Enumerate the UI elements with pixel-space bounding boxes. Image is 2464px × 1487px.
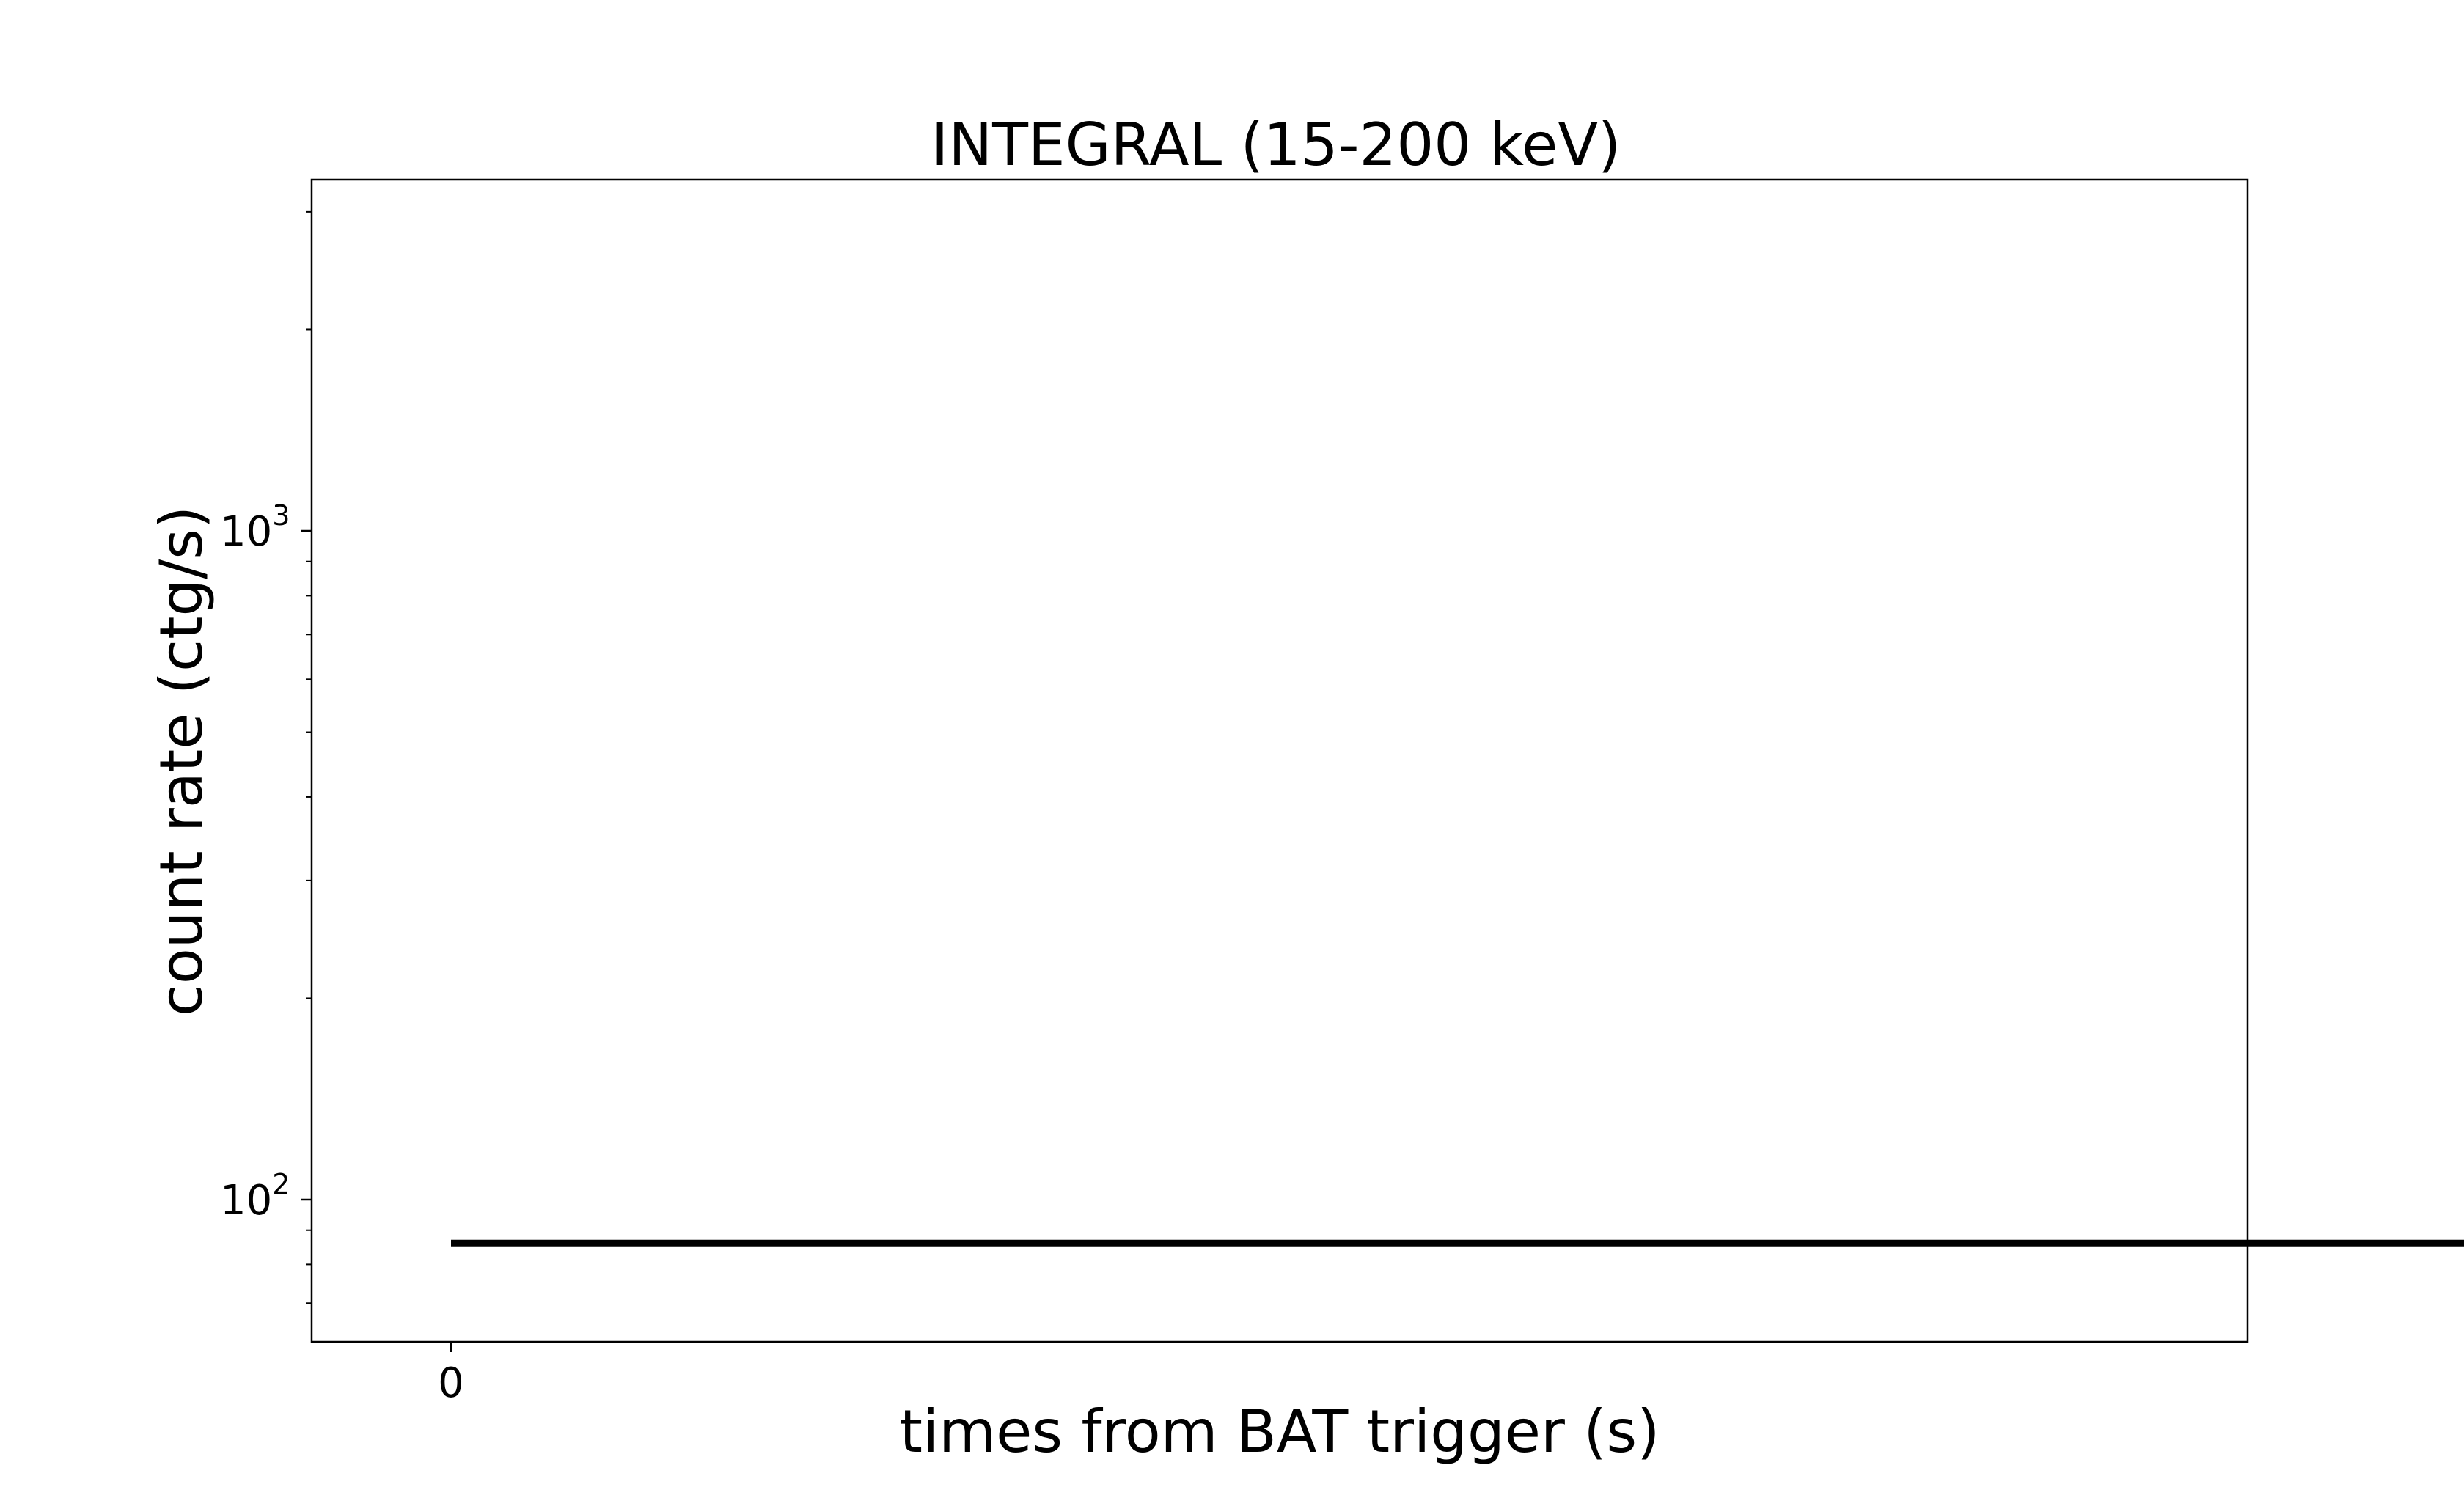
y-minor-ticks: [306, 210, 312, 1304]
y-major-ticks: 102 103: [220, 499, 312, 1225]
x-axis-ticks: 0102030405060: [438, 1342, 464, 1407]
y-axis-label: count rate (ctg/s): [147, 506, 216, 1016]
data-points: [451, 1239, 2464, 1247]
y-tick-label: 103: [220, 499, 290, 556]
chart-title: INTEGRAL (15-200 keV): [931, 111, 1621, 179]
plot-frame: [310, 178, 2249, 1343]
data-point: [451, 1239, 2464, 1247]
x-tick-label: 0: [438, 1359, 464, 1407]
x-axis-label: times from BAT trigger (s): [900, 1398, 1660, 1466]
y-tick-label: 102: [220, 1168, 290, 1225]
